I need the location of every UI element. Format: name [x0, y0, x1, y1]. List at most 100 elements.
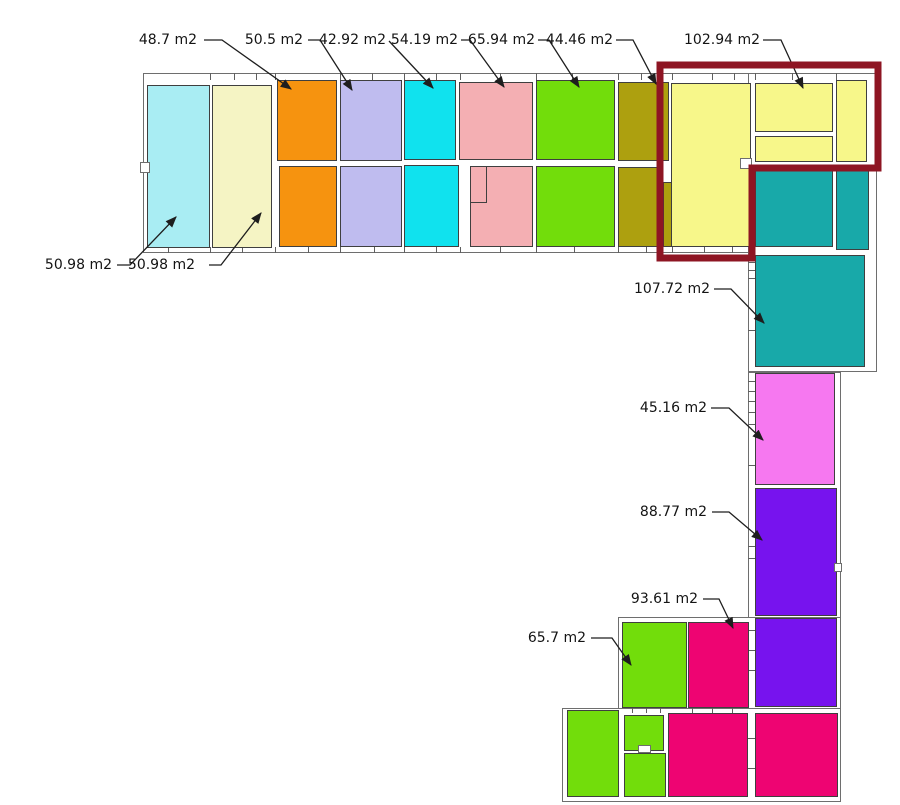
wall-tick: [618, 247, 620, 253]
wall-tick: [660, 708, 662, 713]
wall-tick: [732, 708, 734, 713]
wall-tick: [641, 73, 643, 80]
room-unit-lavender-upper[interactable]: [340, 80, 402, 161]
wall-tick: [460, 247, 462, 253]
area-label: 65.94 m2: [467, 32, 535, 48]
wall-tick: [748, 278, 755, 280]
wall-tick: [748, 738, 755, 740]
pink-room-shaft: [470, 166, 487, 203]
wall-tick: [712, 73, 714, 80]
wall-tick: [618, 73, 620, 80]
left-wall-window-notch: [140, 162, 150, 173]
wall-tick: [748, 262, 755, 264]
room-unit-purple-upper[interactable]: [755, 488, 837, 616]
wall-tick: [748, 330, 755, 332]
area-label: 107.72 m2: [634, 281, 710, 297]
area-label: 88.77 m2: [639, 504, 707, 520]
wall-tick: [748, 412, 755, 414]
wall-tick: [748, 630, 755, 632]
room-unit-olive-upper[interactable]: [618, 82, 669, 161]
wall-tick: [836, 73, 838, 80]
wall-tick: [748, 546, 755, 548]
wall-tick: [572, 73, 574, 80]
room-unit-green-bottom-left[interactable]: [567, 710, 619, 797]
wall-tick: [275, 247, 277, 253]
room-unit-green-65[interactable]: [622, 622, 687, 708]
room-unit-crimson-bottom-right[interactable]: [755, 713, 838, 797]
wall-tick: [436, 247, 438, 253]
small-room-door-notch: [638, 745, 651, 753]
wall-tick: [536, 73, 538, 80]
wall-tick: [672, 247, 674, 253]
wall-tick: [404, 73, 406, 80]
room-unit-lavender-lower[interactable]: [340, 166, 402, 247]
area-label: 42.92 m2: [318, 32, 386, 48]
wall-tick: [500, 247, 502, 253]
room-unit-cyanbright-lower[interactable]: [404, 165, 459, 247]
room-unit-teal-upper-right[interactable]: [836, 170, 869, 250]
area-label: 44.46 m2: [545, 32, 613, 48]
room-unit-green-lower[interactable]: [536, 166, 615, 247]
wall-tick: [340, 247, 342, 253]
wall-tick: [692, 708, 694, 713]
room-unit-magenta[interactable]: [755, 373, 835, 485]
wall-tick: [672, 73, 674, 80]
room-unit-left-cream[interactable]: [212, 85, 272, 248]
room-unit-yellow-strip[interactable]: [755, 136, 833, 162]
area-label: 54.19 m2: [390, 32, 458, 48]
room-unit-crimson-93[interactable]: [688, 622, 749, 708]
wall-tick: [712, 708, 714, 713]
area-label: 48.7 m2: [138, 32, 197, 48]
room-unit-left-cyan[interactable]: [147, 85, 210, 248]
wall-tick: [748, 465, 755, 467]
room-unit-teal-upper[interactable]: [755, 170, 833, 247]
wall-tick: [748, 270, 755, 272]
area-label: 93.61 m2: [630, 591, 698, 607]
wall-tick: [734, 73, 736, 80]
wall-tick: [536, 247, 538, 253]
area-label: 50.5 m2: [244, 32, 303, 48]
area-label: 45.16 m2: [639, 400, 707, 416]
wall-tick: [748, 650, 755, 652]
wall-tick: [748, 381, 755, 383]
wall-tick: [748, 558, 755, 560]
room-unit-crimson-bottom-mid[interactable]: [668, 713, 748, 797]
room-unit-yellow-main[interactable]: [671, 83, 751, 247]
room-unit-olive-lower-left[interactable]: [618, 167, 660, 247]
wall-tick: [275, 73, 277, 80]
wall-tick: [234, 73, 236, 80]
room-unit-orange-upper[interactable]: [277, 80, 337, 161]
area-label: 65.7 m2: [527, 630, 586, 646]
wall-tick: [632, 708, 634, 713]
room-unit-cyanbright-upper[interactable]: [404, 80, 456, 160]
room-unit-green-upper[interactable]: [536, 80, 615, 160]
wall-tick: [755, 73, 757, 80]
wall-tick: [210, 73, 212, 80]
room-unit-green-small-bottom[interactable]: [624, 753, 666, 797]
room-unit-orange-lower[interactable]: [279, 166, 337, 247]
wall-tick: [646, 247, 648, 253]
wall-tick: [748, 768, 755, 770]
room-unit-pink-lower[interactable]: [470, 166, 533, 247]
wall-tick: [646, 708, 648, 713]
room-unit-pink-upper[interactable]: [459, 82, 533, 160]
wall-tick: [574, 247, 576, 253]
wall-tick: [748, 391, 755, 393]
wall-tick: [436, 73, 438, 80]
wall-tick: [704, 247, 706, 253]
wall-tick: [748, 424, 755, 426]
room-unit-purple-lower[interactable]: [755, 618, 837, 707]
wall-tick: [460, 73, 462, 80]
yellow-room-corridor-opening: [740, 158, 752, 169]
room-unit-teal-big[interactable]: [755, 255, 865, 367]
room-unit-yellow-upper-right[interactable]: [755, 83, 833, 132]
area-label: 50.98 m2: [44, 257, 112, 273]
wall-tick: [732, 247, 734, 253]
wall-tick: [340, 73, 342, 80]
room-unit-yellow-far-right[interactable]: [836, 80, 867, 162]
wall-tick: [404, 247, 406, 253]
wall-tick: [374, 247, 376, 253]
wall-tick: [792, 73, 794, 80]
right-wall-door-gap: [834, 563, 842, 572]
